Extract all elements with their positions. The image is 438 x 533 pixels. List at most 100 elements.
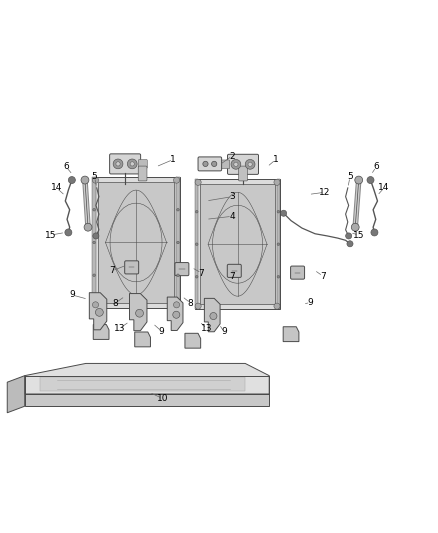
Text: 7: 7: [109, 266, 115, 276]
Circle shape: [248, 162, 252, 166]
Text: 8: 8: [188, 298, 194, 308]
Text: 7: 7: [199, 269, 205, 278]
Circle shape: [84, 223, 92, 231]
Polygon shape: [40, 377, 245, 391]
Text: 3: 3: [229, 192, 235, 201]
Polygon shape: [93, 325, 109, 340]
Text: 9: 9: [308, 298, 314, 307]
Circle shape: [355, 176, 363, 184]
Polygon shape: [25, 364, 269, 394]
Text: 14: 14: [378, 183, 390, 192]
Circle shape: [130, 162, 134, 166]
Text: 6: 6: [64, 163, 69, 172]
Circle shape: [277, 276, 280, 278]
Circle shape: [367, 176, 374, 183]
Text: 4: 4: [229, 212, 235, 221]
Polygon shape: [98, 182, 174, 303]
Circle shape: [127, 159, 137, 169]
Circle shape: [68, 176, 75, 183]
Circle shape: [212, 161, 217, 166]
Circle shape: [231, 159, 241, 169]
Polygon shape: [130, 294, 147, 330]
Circle shape: [93, 241, 95, 244]
Circle shape: [177, 241, 179, 244]
Text: 7: 7: [229, 272, 235, 280]
Circle shape: [173, 302, 180, 308]
Text: 8: 8: [112, 298, 118, 308]
Polygon shape: [277, 179, 280, 309]
Text: 13: 13: [114, 324, 125, 333]
Circle shape: [173, 311, 180, 318]
Text: 7: 7: [320, 272, 326, 280]
Polygon shape: [92, 177, 180, 308]
Polygon shape: [92, 177, 96, 308]
FancyBboxPatch shape: [138, 166, 147, 181]
Circle shape: [136, 309, 144, 317]
Text: 1: 1: [170, 155, 176, 164]
Text: 12: 12: [319, 188, 330, 197]
Circle shape: [93, 274, 95, 277]
Circle shape: [346, 233, 352, 239]
Polygon shape: [283, 327, 299, 342]
FancyBboxPatch shape: [227, 154, 258, 174]
Polygon shape: [25, 394, 269, 406]
Circle shape: [93, 233, 99, 239]
Circle shape: [195, 303, 201, 309]
Circle shape: [173, 177, 180, 183]
Circle shape: [281, 210, 287, 216]
Polygon shape: [176, 177, 180, 308]
FancyBboxPatch shape: [110, 154, 141, 174]
Polygon shape: [205, 298, 220, 332]
Circle shape: [113, 159, 123, 169]
Text: 15: 15: [353, 231, 364, 239]
Text: 1: 1: [273, 155, 279, 164]
Text: 14: 14: [51, 183, 62, 192]
Text: 15: 15: [45, 231, 57, 239]
Circle shape: [92, 302, 99, 308]
Text: 5: 5: [92, 173, 97, 182]
Circle shape: [95, 309, 103, 316]
Polygon shape: [7, 376, 25, 413]
FancyBboxPatch shape: [138, 159, 147, 168]
FancyBboxPatch shape: [125, 261, 139, 274]
Polygon shape: [135, 332, 150, 347]
Circle shape: [195, 211, 198, 213]
Polygon shape: [195, 179, 198, 309]
Polygon shape: [167, 297, 183, 330]
Circle shape: [92, 177, 99, 183]
Circle shape: [210, 312, 217, 320]
Circle shape: [277, 211, 280, 213]
Text: 9: 9: [221, 327, 227, 336]
Circle shape: [245, 159, 255, 169]
Text: 2: 2: [229, 151, 235, 160]
Circle shape: [351, 223, 359, 231]
Circle shape: [116, 162, 120, 166]
Circle shape: [277, 243, 280, 246]
FancyBboxPatch shape: [227, 264, 241, 277]
Circle shape: [203, 161, 208, 166]
Polygon shape: [200, 184, 275, 304]
FancyBboxPatch shape: [290, 266, 304, 279]
Circle shape: [195, 179, 201, 185]
Circle shape: [274, 179, 280, 185]
FancyBboxPatch shape: [221, 160, 230, 169]
Circle shape: [195, 276, 198, 278]
Text: 9: 9: [159, 327, 164, 336]
Text: 5: 5: [347, 173, 353, 182]
Text: 9: 9: [69, 290, 75, 300]
Text: 10: 10: [156, 394, 168, 403]
Circle shape: [65, 229, 72, 236]
Circle shape: [234, 162, 238, 166]
Circle shape: [371, 229, 378, 236]
Circle shape: [93, 208, 95, 211]
Circle shape: [274, 303, 280, 309]
Circle shape: [177, 208, 179, 211]
Polygon shape: [185, 333, 201, 348]
Circle shape: [81, 176, 89, 184]
Circle shape: [347, 241, 353, 247]
Text: 6: 6: [373, 163, 379, 172]
FancyBboxPatch shape: [198, 157, 222, 171]
Polygon shape: [195, 179, 280, 309]
Circle shape: [195, 243, 198, 246]
FancyBboxPatch shape: [175, 263, 189, 276]
